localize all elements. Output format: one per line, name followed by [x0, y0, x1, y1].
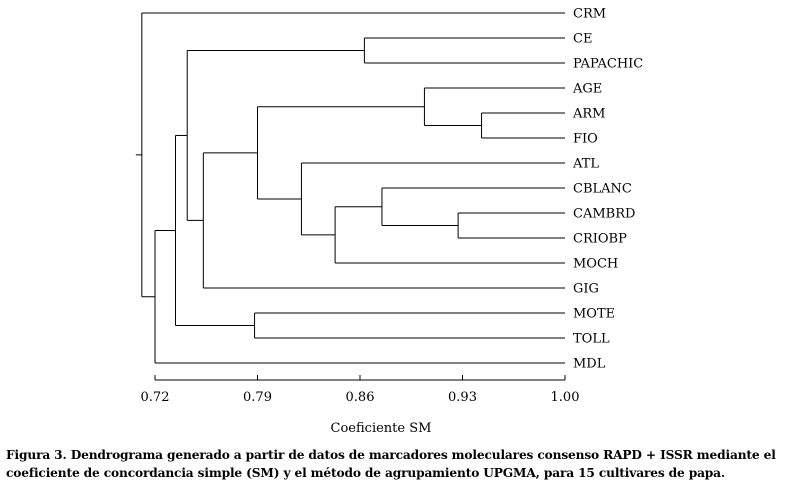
leaf-label-cambrd: CAMBRD: [573, 207, 635, 222]
x-tick-label: 0.79: [243, 390, 272, 405]
leaf-label-mote: MOTE: [573, 307, 615, 322]
leaf-label-crm: CRM: [573, 7, 606, 22]
leaf-label-mdl: MDL: [573, 357, 606, 372]
dendrogram: CRM CE PAPACHIC AGE ARM FIO ATL CBLANC CAMBRD CRI…: [135, 7, 643, 436]
leaf-label-arm: ARM: [572, 107, 606, 122]
leaf-label-fio: FIO: [573, 132, 598, 147]
leaf-label-gig: GIG: [573, 282, 599, 297]
x-axis-title: Coeficiente SM: [331, 421, 432, 436]
leaf-label-ce: CE: [573, 32, 592, 47]
x-tick-label: 0.72: [141, 390, 170, 405]
leaf-label-papachic: PAPACHIC: [573, 57, 643, 72]
x-tick-label: 1.00: [551, 390, 580, 405]
leaf-label-age: AGE: [572, 82, 602, 97]
x-tick-label: 0.86: [346, 390, 375, 405]
leaf-label-atl: ATL: [572, 157, 599, 172]
x-tick-label: 0.93: [448, 390, 477, 405]
leaf-label-moch: MOCH: [573, 257, 618, 272]
figure-caption: Figura 3. Dendrograma generado a partir …: [6, 448, 776, 480]
leaf-label-criobp: CRIOBP: [573, 232, 627, 247]
leaf-label-toll: TOLL: [573, 332, 610, 347]
leaf-label-cblanc: CBLANC: [573, 182, 632, 197]
